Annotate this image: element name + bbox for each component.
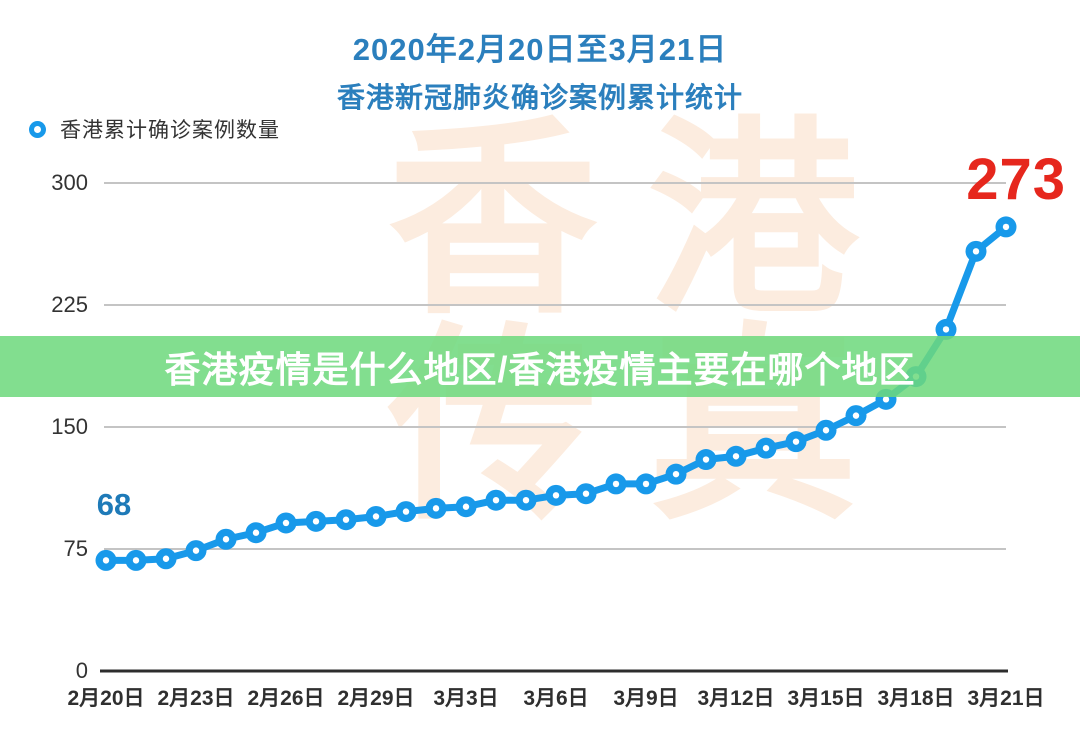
data-point-center-dot [822, 427, 830, 434]
x-tick-label: 2月29日 [337, 687, 415, 710]
y-tick-label: 300 [51, 170, 88, 195]
x-tick-label: 3月15日 [787, 687, 865, 710]
last-point-value-label: 273 [966, 147, 1066, 212]
data-point-center-dot [222, 536, 230, 543]
y-tick-label: 150 [51, 414, 88, 439]
data-point-center-dot [252, 529, 260, 536]
data-point-center-dot [102, 557, 110, 564]
chart-title-date-range: 2020年2月20日至3月21日 [352, 32, 728, 67]
legend-series-marker-icon [29, 120, 46, 138]
legend: 香港累计确诊案例数量 [29, 114, 280, 144]
x-tick-label: 3月6日 [523, 687, 589, 710]
data-point-center-dot [312, 518, 320, 525]
x-tick-label: 2月20日 [67, 687, 145, 710]
headline-overlay-text: 香港疫情是什么地区/香港疫情主要在哪个地区 [164, 348, 916, 390]
x-tick-label: 3月9日 [613, 687, 679, 710]
data-point-center-dot [732, 453, 740, 460]
data-point-center-dot [162, 555, 170, 562]
data-point-center-dot [462, 503, 470, 510]
data-point-center-dot [612, 480, 620, 488]
x-tick-label: 3月12日 [697, 687, 775, 710]
chart-title-subject: 香港新冠肺炎确诊案例累计统计 [336, 82, 743, 113]
x-tick-label: 3月21日 [967, 687, 1045, 710]
y-tick-label: 225 [51, 292, 88, 317]
data-point-center-dot [702, 456, 710, 463]
data-point-center-dot [342, 516, 350, 523]
data-point-center-dot [642, 480, 650, 488]
x-tick-label: 3月3日 [433, 687, 499, 710]
data-point-center-dot [792, 438, 800, 445]
data-point-center-dot [1002, 223, 1010, 231]
data-point-center-dot [552, 492, 560, 499]
x-tick-label: 3月18日 [877, 687, 955, 710]
chart-title: 2020年2月20日至3月21日 香港新冠肺炎确诊案例累计统计 [0, 24, 1080, 116]
data-point-center-dot [882, 396, 890, 403]
data-point-center-dot [282, 519, 290, 527]
data-point-center-dot [522, 497, 530, 504]
x-tick-label: 2月26日 [247, 687, 325, 710]
data-point-center-dot [492, 497, 500, 504]
x-tick-label: 2月23日 [157, 687, 235, 710]
data-point-center-dot [852, 412, 860, 419]
headline-overlay-banner: 香港疫情是什么地区/香港疫情主要在哪个地区 [0, 336, 1080, 397]
data-point-center-dot [132, 557, 140, 564]
watermark-line1: 香港 [388, 103, 909, 338]
first-point-value-label: 68 [96, 487, 132, 522]
y-tick-label: 0 [75, 658, 88, 683]
data-point-center-dot [942, 326, 950, 333]
data-point-center-dot [432, 505, 440, 512]
data-point-center-dot [402, 508, 410, 515]
data-point-center-dot [672, 470, 680, 478]
data-point-center-dot [762, 444, 770, 452]
data-point-center-dot [972, 248, 980, 255]
data-point-center-dot [582, 490, 590, 497]
data-point-center-dot [192, 547, 200, 554]
data-point-center-dot [372, 513, 380, 520]
y-tick-label: 75 [63, 536, 88, 561]
legend-series-label: 香港累计确诊案例数量 [60, 119, 280, 142]
